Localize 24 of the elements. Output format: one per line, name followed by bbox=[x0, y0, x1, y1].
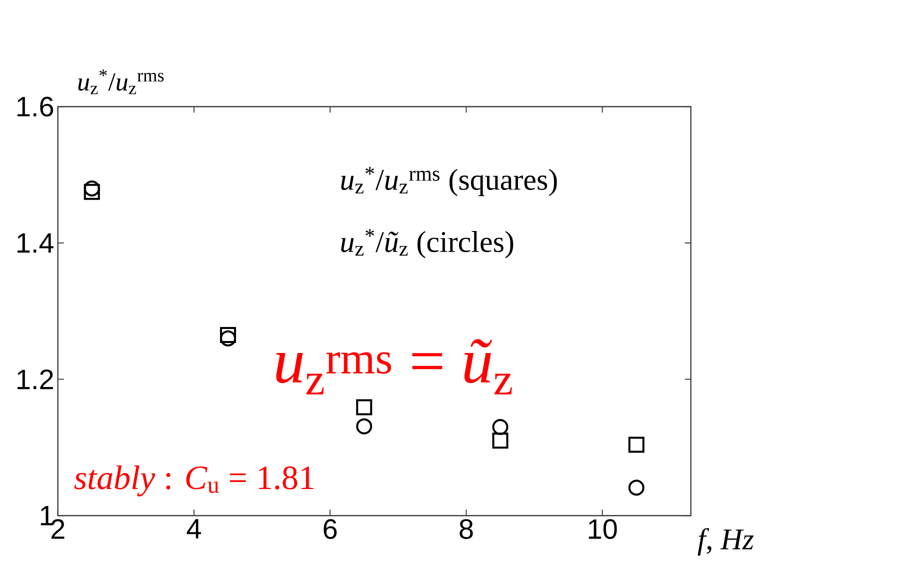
x-tick-label: 2 bbox=[51, 519, 64, 539]
point bbox=[492, 419, 508, 436]
x-tick-label: 4 bbox=[186, 519, 201, 538]
annotation: u$_{z}$$^{*}$/u$_{z}$$^{rms}$ (squares) bbox=[341, 166, 557, 196]
point bbox=[84, 184, 100, 200]
y-axis-title: u$_{z}$$^{*}$/u$_{z}$rms bbox=[78, 69, 164, 94]
point bbox=[356, 399, 372, 416]
y-tick-label: 1.4 bbox=[18, 233, 54, 253]
x-tick-label: 8 bbox=[460, 519, 473, 539]
point bbox=[628, 436, 644, 453]
point bbox=[84, 180, 100, 196]
y-tick-label: 1.6 bbox=[18, 96, 54, 117]
point bbox=[628, 480, 644, 496]
y-tick-label: 1 bbox=[40, 506, 53, 526]
x-axis-title: f, Hz bbox=[698, 528, 754, 556]
y-tick-label: 1.2 bbox=[18, 370, 53, 390]
x-tick-label: 6 bbox=[324, 519, 337, 539]
point bbox=[356, 418, 372, 434]
point bbox=[492, 432, 508, 449]
annotation: u$_{z}$$^{rms}$ = ũ$_{z}$ bbox=[276, 339, 512, 394]
annotation: stably : C$_{u}$ = 1.81 bbox=[74, 465, 314, 496]
point bbox=[220, 327, 236, 343]
annotation: u$_{z}$$^{*}$/ũ$_{z}$ (circles) bbox=[341, 229, 514, 258]
x-tick-label: 10 bbox=[588, 519, 617, 539]
